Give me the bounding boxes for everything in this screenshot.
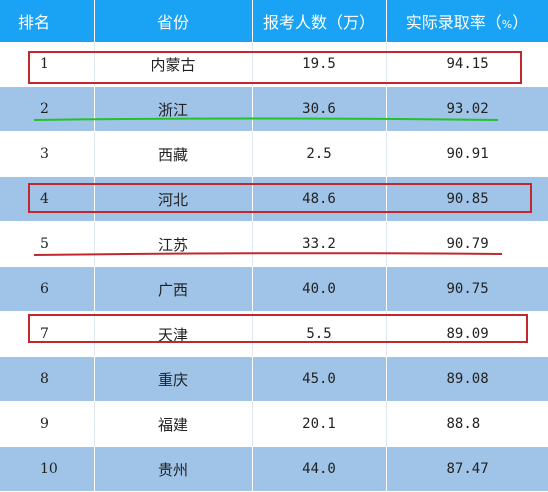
cell-province: 福建 [94,401,253,447]
cell-rank: 9 [0,401,95,447]
cell-applicants: 48.6 [252,176,387,222]
cell-province: 贵州 [94,446,253,492]
cell-rank: 8 [0,356,95,402]
cell-rate: 93.02 [386,86,548,132]
cell-rank: 7 [0,311,95,357]
header-rate: 实际录取率（%） [386,0,548,42]
table-header-row: 排名 省份 报考人数（万） 实际录取率（%） [0,0,548,42]
cell-applicants: 2.5 [252,131,387,177]
cell-rate: 90.91 [386,131,548,177]
cell-rate: 90.85 [386,176,548,222]
cell-applicants: 30.6 [252,86,387,132]
header-rank: 排名 [0,0,95,42]
cell-rank: 2 [0,86,95,132]
cell-province: 内蒙古 [94,42,253,87]
table-row: 1 内蒙古 19.5 94.15 [0,42,548,87]
table-row: 10 贵州 44.0 87.47 [0,446,548,492]
cell-applicants: 45.0 [252,356,387,402]
table-row: 3 西藏 2.5 90.91 [0,131,548,177]
cell-rate: 90.79 [386,221,548,267]
cell-province: 江苏 [94,221,253,267]
table-row: 5 江苏 33.2 90.79 [0,221,548,267]
cell-applicants: 5.5 [252,311,387,357]
cell-rate: 87.47 [386,446,548,492]
cell-rate: 90.75 [386,266,548,312]
cell-rate: 88.8 [386,401,548,447]
table-row: 8 重庆 45.0 89.08 [0,356,548,402]
cell-rank: 6 [0,266,95,312]
header-applicants: 报考人数（万） [252,0,387,42]
cell-applicants: 19.5 [252,42,387,87]
cell-rank: 1 [0,42,95,87]
cell-rate: 94.15 [386,42,548,87]
cell-province: 天津 [94,311,253,357]
header-rate-close: ） [512,13,529,32]
cell-rate: 89.08 [386,356,548,402]
header-rate-label: 实际录取率（ [405,13,502,32]
cell-applicants: 20.1 [252,401,387,447]
cell-rank: 4 [0,176,95,222]
table-row: 2 浙江 30.6 93.02 [0,86,548,132]
table-row: 9 福建 20.1 88.8 [0,401,548,447]
cell-applicants: 44.0 [252,446,387,492]
header-rate-percent: % [501,18,513,31]
cell-province: 河北 [94,176,253,222]
cell-province: 重庆 [94,356,253,402]
cell-applicants: 40.0 [252,266,387,312]
cell-applicants: 33.2 [252,221,387,267]
cell-province: 西藏 [94,131,253,177]
table-row: 4 河北 48.6 90.85 [0,176,548,222]
table-row: 7 天津 5.5 89.09 [0,311,548,357]
cell-province: 广西 [94,266,253,312]
cell-rate: 89.09 [386,311,548,357]
cell-province: 浙江 [94,86,253,132]
cell-rank: 5 [0,221,95,267]
header-province: 省份 [94,0,253,42]
cell-rank: 10 [0,446,95,492]
cell-rank: 3 [0,131,95,177]
table-row: 6 广西 40.0 90.75 [0,266,548,312]
